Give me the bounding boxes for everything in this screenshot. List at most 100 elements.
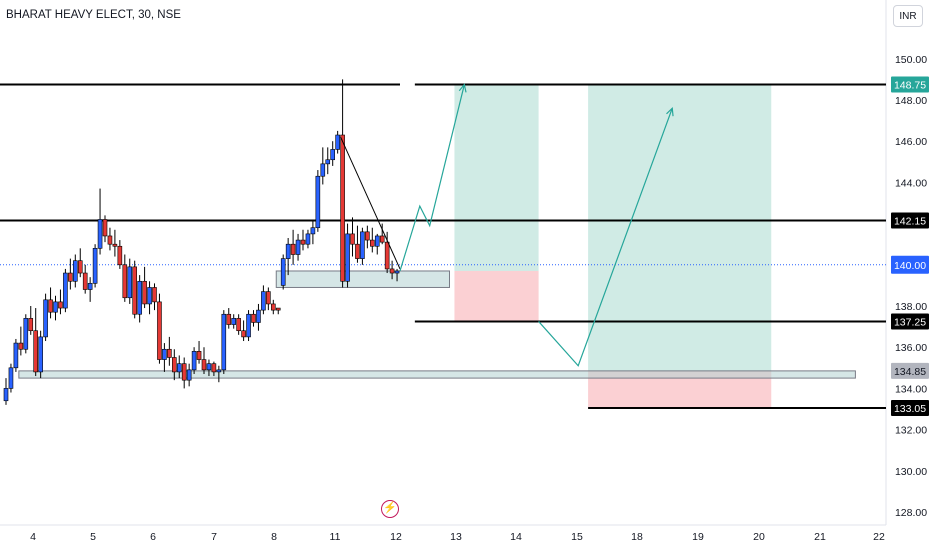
- position-target-zone-1: [454, 84, 539, 271]
- candle-body: [122, 264, 128, 299]
- candle-body: [261, 291, 266, 311]
- candle-body: [152, 287, 157, 303]
- candle-body: [290, 243, 296, 255]
- candle-body: [355, 243, 360, 259]
- candle-body: [172, 357, 177, 373]
- candle-body: [48, 299, 53, 313]
- price-tag-148-75: [891, 76, 929, 93]
- candle-body: [211, 363, 217, 373]
- candle-body: [38, 336, 43, 373]
- candle-body: [325, 159, 331, 165]
- x-tick-label: 21: [814, 531, 826, 543]
- x-tick-label: 18: [631, 531, 643, 543]
- candle-body: [196, 351, 202, 360]
- candle-body: [142, 280, 147, 305]
- candle-body: [330, 149, 336, 161]
- position-stop-zone-1: [454, 270, 539, 322]
- candle-body: [201, 359, 207, 371]
- candle-body: [285, 243, 291, 259]
- candle-body: [77, 260, 83, 274]
- candle-body: [231, 318, 236, 325]
- x-tick-label: 22: [873, 531, 885, 543]
- candle-body: [176, 363, 182, 373]
- x-tick-label: 5: [90, 531, 96, 543]
- price-tag-134-85: [891, 362, 929, 379]
- candle-body: [369, 239, 375, 247]
- candle-body: [246, 313, 251, 338]
- candle-body: [23, 318, 29, 350]
- candle-body: [18, 342, 24, 350]
- candle-body: [82, 272, 88, 290]
- projection-arrowhead-2: [666, 106, 674, 117]
- candle-body: [384, 241, 390, 270]
- price-tag-142-15: [891, 212, 929, 229]
- candle-body: [3, 388, 9, 402]
- candle-body: [132, 266, 137, 315]
- candle-body: [43, 299, 48, 338]
- candle-body: [241, 330, 246, 338]
- candle-body: [379, 235, 385, 243]
- candle-body: [236, 318, 241, 332]
- chart-title: BHARAT HEAVY ELECT, 30, NSE: [6, 9, 181, 21]
- currency-button[interactable]: INR: [893, 5, 923, 27]
- candle-body: [181, 363, 187, 381]
- candle-body: [394, 270, 400, 274]
- candle-body: [320, 163, 326, 177]
- candle-body: [191, 351, 197, 371]
- candle-body: [365, 231, 370, 241]
- candle-body: [117, 245, 123, 266]
- candle-body: [167, 348, 172, 358]
- candle-body: [73, 260, 78, 282]
- price-tag-label: 134.85: [894, 366, 926, 378]
- price-tag-label: 137.25: [894, 316, 926, 328]
- candle-body: [295, 239, 301, 255]
- candle-body: [97, 219, 103, 249]
- candle-body: [270, 303, 276, 311]
- projection-arrowhead-1: [458, 83, 467, 93]
- current-price-tag: [891, 255, 929, 274]
- y-tick-label: 130.00: [895, 466, 927, 478]
- candle-body: [112, 243, 118, 247]
- candle-body: [137, 280, 142, 315]
- candle-body: [68, 272, 73, 282]
- candle-body: [33, 330, 39, 373]
- projection-path-1: [399, 84, 465, 272]
- price-tag-137-25: [891, 313, 929, 330]
- candle-body: [147, 287, 152, 305]
- x-tick-label: 19: [692, 531, 704, 543]
- y-tick-label: 148.00: [895, 95, 927, 107]
- candle-body: [53, 301, 58, 313]
- y-tick-label: 150.00: [895, 54, 927, 66]
- support-zone-1: [275, 270, 450, 288]
- x-tick-label: 12: [390, 531, 402, 543]
- price-tag-label: 142.15: [894, 216, 926, 228]
- candle-body: [256, 309, 261, 323]
- candle-body: [8, 367, 14, 389]
- candle-body: [300, 239, 306, 245]
- candle-body: [58, 301, 63, 309]
- y-tick-label: 146.00: [895, 136, 927, 148]
- lightning-icon[interactable]: ⚡: [381, 500, 399, 518]
- candle-body: [345, 233, 350, 282]
- y-tick-label: 138.00: [895, 301, 927, 313]
- candle-body: [157, 301, 162, 360]
- candle-body: [340, 134, 345, 282]
- candle-body: [310, 227, 316, 235]
- candle-body: [162, 348, 167, 360]
- candle-body: [275, 307, 281, 311]
- candle-body: [335, 134, 340, 150]
- candle-body: [251, 313, 256, 323]
- candle-body: [360, 231, 365, 259]
- y-tick-label: 134.00: [895, 383, 927, 395]
- candle-body: [216, 369, 222, 373]
- candle-body: [305, 233, 311, 245]
- y-tick-label: 144.00: [895, 177, 927, 189]
- candle-body: [221, 313, 227, 371]
- price-tag-label: 148.75: [894, 80, 926, 92]
- candle-body: [92, 248, 98, 284]
- support-zone-2: [18, 370, 856, 379]
- x-tick-label: 15: [571, 531, 583, 543]
- candle-body: [186, 369, 192, 381]
- candle-body: [127, 266, 133, 299]
